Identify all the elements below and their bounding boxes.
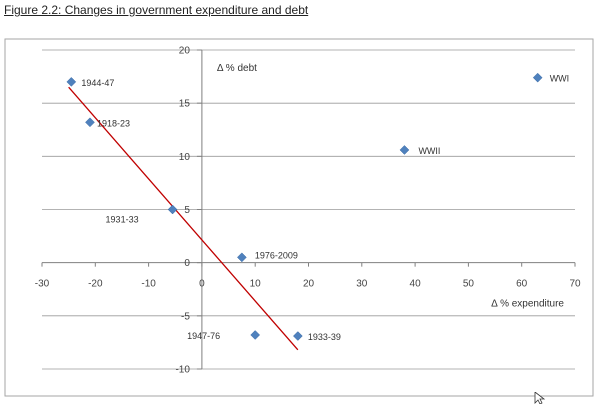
data-point xyxy=(250,330,261,340)
data-label: WWI xyxy=(550,74,570,84)
y-tick-label: -5 xyxy=(181,311,190,322)
tick-labels: -10 -5 0 5 10 15 20 -30 -20 -10 0 10 20 30 40 50 60 70 xyxy=(35,46,581,376)
y-tick-label: 5 xyxy=(184,205,190,216)
data-label: 1918-23 xyxy=(97,118,130,128)
data-label: 1944-47 xyxy=(81,78,114,88)
y-tick-label: 0 xyxy=(184,258,190,269)
x-tick-label: 30 xyxy=(356,279,368,290)
x-tick-label: -20 xyxy=(88,279,103,290)
gridlines xyxy=(42,49,575,370)
y-tick-label: 15 xyxy=(179,99,191,110)
data-point xyxy=(292,331,303,341)
chart-frame xyxy=(4,38,594,397)
x-tick-label: 10 xyxy=(250,279,262,290)
y-axis-title: Δ % debt xyxy=(217,63,257,74)
x-tick-label: 50 xyxy=(463,279,475,290)
data-label: 1931-33 xyxy=(106,215,139,225)
x-tick-label: 20 xyxy=(303,279,315,290)
x-tick-label: 60 xyxy=(516,279,528,290)
x-tick-label: 0 xyxy=(199,279,205,290)
data-label: WWII xyxy=(418,146,440,156)
x-tick-label: -10 xyxy=(141,279,156,290)
data-point xyxy=(66,77,77,87)
point-labels: 1944-47 1918-23 1931-33 1976-2009 1947-76 193… xyxy=(81,74,569,342)
data-point xyxy=(237,252,247,263)
data-point xyxy=(399,145,410,155)
figure-caption: Figure 2.2: Changes in government expend… xyxy=(4,3,309,17)
data-points xyxy=(66,72,543,341)
axes xyxy=(41,49,576,370)
data-point xyxy=(85,117,95,128)
x-tick-label: 70 xyxy=(569,279,581,290)
trendline-layer xyxy=(68,86,299,351)
trendline xyxy=(68,86,299,351)
data-label: 1976-2009 xyxy=(255,250,298,260)
data-label: 1947-76 xyxy=(187,331,220,341)
mouse-pointer-icon xyxy=(534,392,546,404)
data-label: 1933-39 xyxy=(308,332,341,342)
y-tick-label: 20 xyxy=(179,46,191,57)
data-point xyxy=(167,204,178,215)
x-tick-label: 40 xyxy=(410,279,422,290)
y-tick-label: -10 xyxy=(175,365,190,376)
y-tick-label: 10 xyxy=(179,152,191,163)
x-tick-label: -30 xyxy=(35,279,50,290)
x-axis-title: Δ % expenditure xyxy=(491,299,564,310)
data-point xyxy=(532,72,543,83)
